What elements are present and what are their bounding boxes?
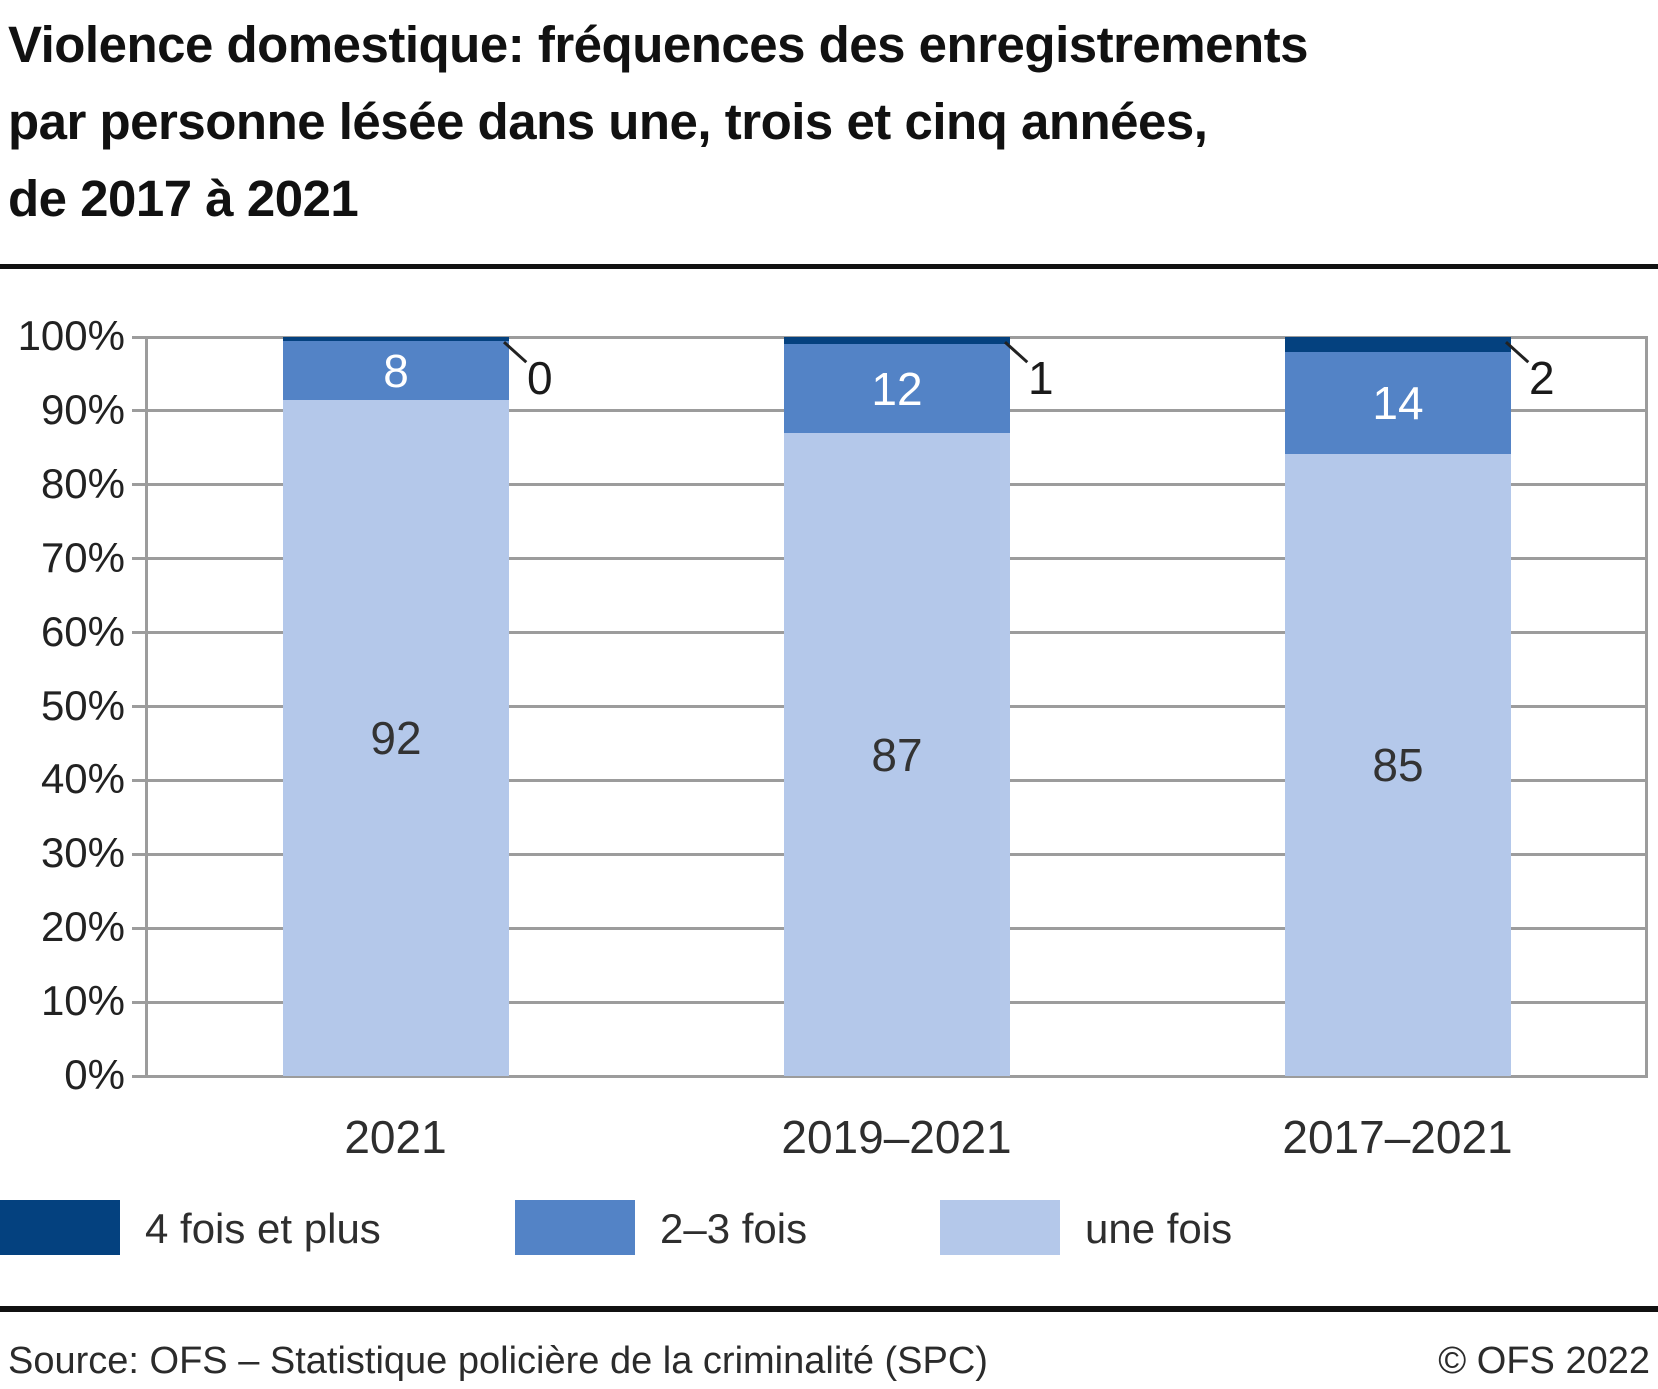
y-axis-tick (132, 335, 145, 339)
y-tick-label: 0% (64, 1051, 125, 1098)
y-axis-tick (132, 926, 145, 930)
legend-label-2: 2–3 fois (660, 1205, 808, 1252)
chart-title: Violence domestique: fréquences des enre… (8, 6, 1309, 237)
y-axis-tick (132, 483, 145, 487)
bar-value-label-4-fois-et-plus: 2 (1529, 352, 1555, 404)
y-axis-tick (132, 631, 145, 635)
y-tick-label: 90% (40, 385, 125, 433)
copyright-text: © OFS 2022 (1438, 1340, 1650, 1382)
footer-divider (0, 1306, 1658, 1312)
y-axis-tick (132, 778, 145, 782)
bar-value-label-une-fois: 87 (871, 728, 923, 781)
chart-legend: 4 fois et plus 2–3 fois une fois (0, 1200, 1658, 1260)
bar-segment-4-fois-et-plus (784, 337, 1010, 344)
chart-title-line-2: par personne lésée dans une, trois et ci… (8, 93, 1208, 150)
title-divider (0, 264, 1658, 269)
bar-value-label-4-fois-et-plus: 1 (1028, 352, 1054, 404)
bar-segment-4-fois-et-plus (283, 337, 509, 341)
y-tick-label: 30% (40, 829, 125, 877)
bar-value-label-4-fois-et-plus: 0 (527, 352, 553, 404)
legend-swatch-3 (940, 1200, 1060, 1255)
y-tick-label: 20% (40, 903, 125, 951)
bar-value-label-2-3-fois: 14 (1372, 377, 1424, 429)
legend-swatch-2 (515, 1200, 635, 1255)
y-axis-tick (132, 705, 145, 708)
y-tick-label: 40% (40, 755, 125, 803)
y-axis-tick (132, 852, 145, 856)
x-category-label: 2021 (344, 1111, 447, 1163)
grid-line (145, 1074, 1648, 1078)
y-tick-label: 80% (40, 459, 125, 507)
bar-segment-une-fois (784, 433, 1010, 1076)
y-tick-label: 70% (40, 533, 125, 581)
y-axis-tick (132, 1074, 145, 1078)
y-axis-line (145, 337, 148, 1076)
chart-title-line-1: Violence domestique: fréquences des enre… (8, 16, 1309, 73)
x-category-label: 2019–2021 (781, 1111, 1012, 1163)
y-axis-tick (132, 409, 145, 413)
y-axis-tick (132, 557, 145, 561)
y-tick-label: 100% (17, 312, 125, 359)
bar-value-label-une-fois: 92 (370, 712, 422, 764)
bar-segment-une-fois (1285, 454, 1511, 1076)
bar-segment-4-fois-et-plus (1285, 337, 1511, 352)
bar-segment-2-3-fois (1285, 352, 1511, 454)
bar-segment-2-3-fois (784, 344, 1010, 433)
legend-label-3: une fois (1085, 1205, 1233, 1252)
y-tick-label: 60% (40, 607, 125, 655)
bar-value-label-2-3-fois: 12 (871, 362, 923, 415)
bar-segment-2-3-fois (283, 341, 509, 400)
x-category-label: 2017–2021 (1282, 1111, 1513, 1163)
y-axis-tick (132, 1000, 145, 1004)
bar-segment-une-fois (283, 400, 509, 1076)
y-tick-label: 50% (40, 681, 125, 729)
y-tick-label: 10% (40, 977, 125, 1025)
bar-value-label-2-3-fois: 8 (383, 344, 409, 397)
legend-swatch-1 (0, 1200, 120, 1255)
footer: Source: OFS – Statistique policière de l… (8, 1340, 1650, 1383)
legend-label-1: 4 fois et plus (145, 1205, 381, 1252)
bar-value-label-une-fois: 85 (1372, 739, 1424, 791)
chart-title-line-3: de 2017 à 2021 (8, 170, 359, 227)
source-text: Source: OFS – Statistique policière de l… (8, 1340, 988, 1382)
plot-right-border (1645, 337, 1648, 1076)
